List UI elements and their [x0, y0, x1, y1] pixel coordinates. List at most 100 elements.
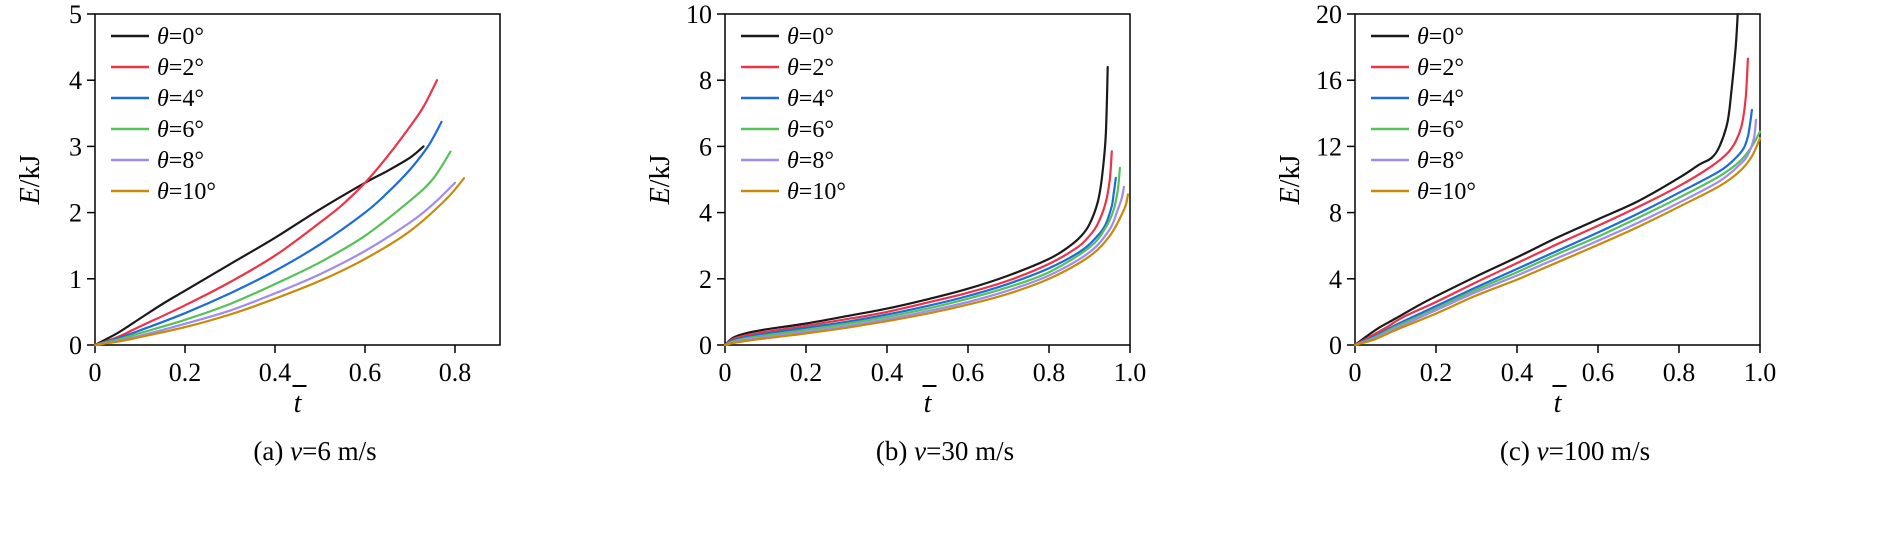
series-line-3	[1354, 130, 1762, 347]
x-tick-label: 0	[1349, 358, 1362, 387]
y-tick-label: 3	[69, 132, 82, 161]
series-line-4	[724, 185, 1125, 347]
y-tick-label: 8	[1329, 199, 1342, 228]
y-tick-label: 2	[69, 199, 82, 228]
x-tick-label: 0.6	[952, 358, 985, 387]
y-tick-label: 20	[1316, 0, 1342, 29]
x-axis: 0 0.2 0.4 0.6 0.8 1.0	[719, 345, 1147, 387]
y-tick-label: 8	[699, 66, 712, 95]
chart-plot-b: 0 0.2 0.4 0.6 0.8 1.00246810θ=0°θ=2°θ=4°θ=6°θ…	[645, 0, 1147, 419]
y-tick-label: 16	[1316, 66, 1342, 95]
legend-label: θ=2°	[787, 55, 834, 81]
y-tick-label: 5	[69, 0, 82, 29]
plot-frame	[724, 13, 1131, 346]
y-tick-label: 1	[69, 265, 82, 294]
y-tick-label: 2	[699, 265, 712, 294]
y-tick-label: 4	[69, 66, 82, 95]
x-tick-label: 0.8	[1033, 358, 1066, 387]
x-tick-label: 0.4	[259, 358, 292, 387]
legend-label: θ=4°	[1417, 86, 1464, 112]
series-line-0	[94, 145, 425, 347]
legend-label: θ=2°	[157, 55, 204, 81]
y-tick-label: 10	[686, 0, 712, 29]
series-line-1	[724, 150, 1113, 347]
legend-label: θ=6°	[157, 117, 204, 143]
legend-label: θ=10°	[1417, 179, 1476, 205]
y-tick-label: 12	[1316, 132, 1342, 161]
legend-label: θ=10°	[787, 179, 846, 205]
legend-label: θ=10°	[157, 179, 216, 205]
series-line-0	[1354, 13, 1739, 347]
legend-label: θ=0°	[787, 24, 834, 50]
legend-label: θ=2°	[1417, 55, 1464, 81]
legend-label: θ=8°	[1417, 148, 1464, 174]
series-line-5	[94, 177, 466, 347]
series-line-3	[94, 150, 452, 347]
x-tick-label: 0.4	[871, 358, 904, 387]
series-line-4	[1354, 118, 1758, 347]
x-tick-label: 0	[89, 358, 102, 387]
series-line-5	[1354, 137, 1762, 347]
legend-label: θ=4°	[787, 86, 834, 112]
legend-label: θ=4°	[157, 86, 204, 112]
legend-label: θ=0°	[157, 24, 204, 50]
series-group	[94, 79, 466, 347]
y-axis: 0 1 2 3 4 5	[69, 0, 95, 360]
plot-frame	[94, 13, 501, 346]
legend-label: θ=8°	[787, 148, 834, 174]
y-tick-label: 6	[699, 132, 712, 161]
x-axis-label: t	[1554, 388, 1563, 419]
x-tick-label: 0	[719, 358, 732, 387]
series-group	[724, 65, 1130, 347]
series-group	[1354, 13, 1762, 347]
chart-caption-1: (b) v=30 m/s	[875, 436, 1015, 466]
y-axis: 0 4 8 12 16 20	[1316, 0, 1355, 360]
y-tick-label: 0	[1329, 331, 1342, 360]
legend-label: θ=6°	[1417, 117, 1464, 143]
y-tick-label: 0	[699, 331, 712, 360]
legend-label: θ=0°	[1417, 24, 1464, 50]
y-axis-label: E/kJ	[645, 155, 676, 206]
chart-panel-c: 0 0.2 0.4 0.6 0.8 1.0 0 4 8 12 16 20 θ=0° θ=2° θ=4° θ=6…	[1260, 0, 1890, 559]
chart-plot-a: 0 0.2 0.4 0.6 0.8012345θ=0°θ=2°θ=4°θ=6°θ=8°θ…	[15, 0, 501, 419]
x-axis-label: t	[924, 388, 933, 419]
legend: θ=0° θ=2° θ=4° θ=6° θ=8° θ=10°	[1371, 24, 1476, 205]
series-line-0	[724, 65, 1109, 347]
series-line-2	[1354, 108, 1753, 347]
legend: θ=0° θ=2° θ=4° θ=6° θ=8° θ=10°	[741, 24, 846, 205]
y-tick-label: 0	[69, 331, 82, 360]
x-tick-label: 0.6	[349, 358, 382, 387]
series-line-5	[724, 193, 1130, 347]
legend: θ=0° θ=2° θ=4° θ=6° θ=8° θ=10°	[111, 24, 216, 205]
chart-panel-a: 0 0.2 0.4 0.6 0.8 0 1 2 3 4 5 θ=0° θ=2° θ=4° θ=6° θ=8° θ…	[0, 0, 630, 559]
y-axis-label: E/kJ	[15, 155, 46, 206]
x-tick-label: 0.2	[1420, 358, 1453, 387]
series-line-3	[724, 166, 1121, 347]
chart-caption-0: (a) v=6 m/s	[253, 436, 377, 466]
x-tick-label: 0.8	[1663, 358, 1696, 387]
chart-panel-b: 0 0.2 0.4 0.6 0.8 1.0 0 2 4 6 8 10 θ=0° θ=2° θ=4° θ=6° θ…	[630, 0, 1260, 559]
y-tick-label: 4	[1329, 265, 1342, 294]
y-tick-label: 4	[699, 199, 712, 228]
x-axis: 0 0.2 0.4 0.6 0.8	[89, 345, 472, 387]
legend-label: θ=8°	[157, 148, 204, 174]
series-line-1	[1354, 57, 1749, 347]
series-line-1	[94, 79, 439, 347]
chart-plot-c: 0 0.2 0.4 0.6 0.8 1.0 0 4 8 12 16 20 θ=0° θ=2° θ=4° θ=6…	[1275, 0, 1777, 419]
x-tick-label: 0.2	[790, 358, 823, 387]
plot-frame	[1354, 13, 1761, 346]
y-axis: 0 2 4 6 8 10	[686, 0, 725, 360]
x-tick-label: 0.2	[169, 358, 202, 387]
x-tick-label: 0.4	[1501, 358, 1534, 387]
y-axis-label: E/kJ	[1275, 155, 1306, 206]
x-tick-label: 0.6	[1582, 358, 1615, 387]
x-tick-label: 1.0	[1744, 358, 1777, 387]
series-line-2	[724, 176, 1117, 347]
x-tick-label: 0.8	[439, 358, 472, 387]
legend-label: θ=6°	[787, 117, 834, 143]
series-line-2	[94, 120, 443, 347]
x-axis-label: t	[294, 388, 303, 419]
x-tick-label: 1.0	[1114, 358, 1147, 387]
chart-caption-2: (c) v=100 m/s	[1499, 436, 1651, 466]
